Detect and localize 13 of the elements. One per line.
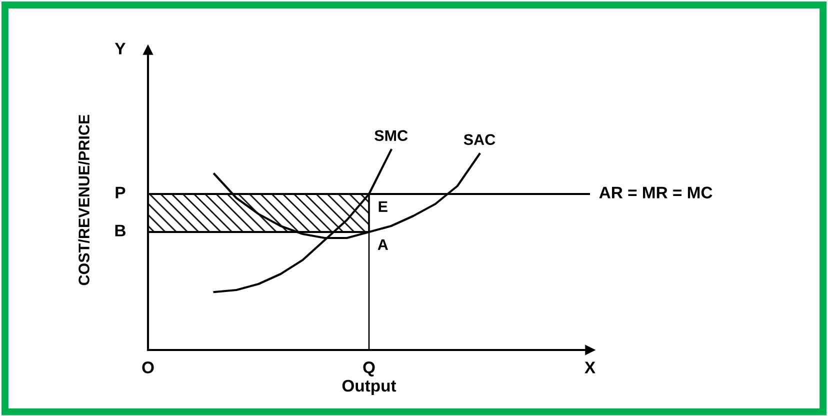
x-tick-label: Q bbox=[363, 362, 375, 376]
ref-line-label: AR = MR = MC bbox=[599, 186, 712, 198]
series-label: SMC bbox=[374, 130, 408, 141]
annotation: E bbox=[378, 201, 388, 212]
annotation: P bbox=[116, 186, 126, 198]
annotation: B bbox=[115, 224, 126, 236]
annotation: A bbox=[378, 239, 388, 250]
series-label: SAC bbox=[464, 134, 496, 145]
x-tick-label: O bbox=[142, 362, 154, 374]
x-axis-title: Output bbox=[342, 380, 396, 395]
y-axis-title: COST/REVENUE/PRICE bbox=[78, 114, 90, 286]
x-tick-label: X bbox=[584, 362, 596, 374]
text: Y bbox=[114, 42, 126, 54]
